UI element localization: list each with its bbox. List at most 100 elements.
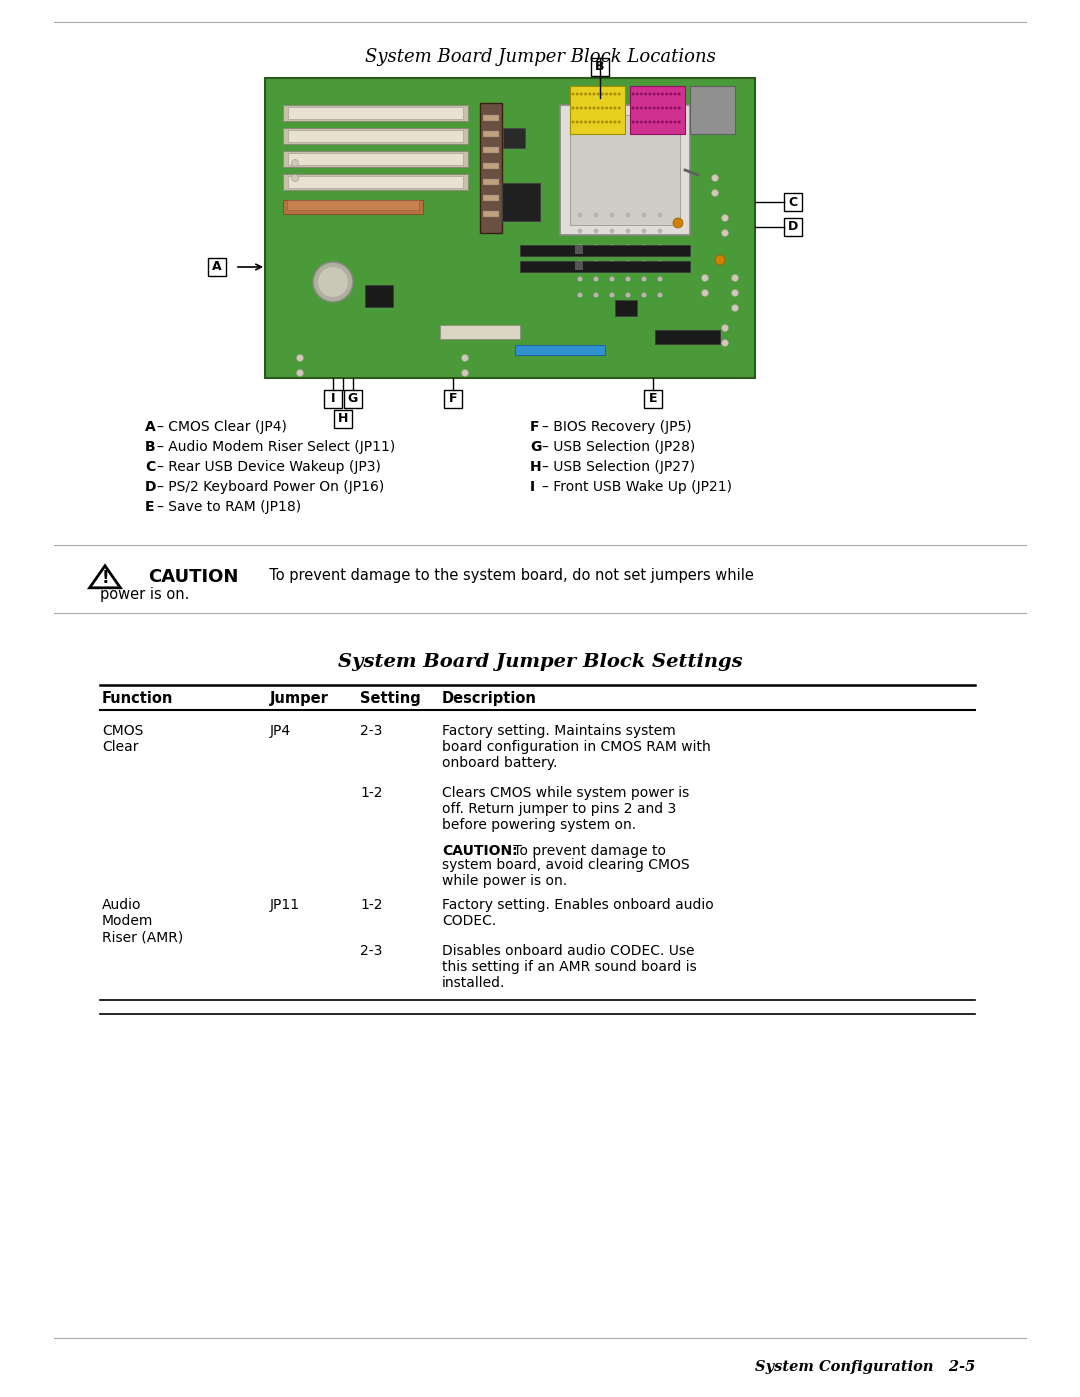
- Text: Audio
Modem
Riser (AMR): Audio Modem Riser (AMR): [102, 898, 184, 944]
- FancyBboxPatch shape: [324, 390, 342, 408]
- Circle shape: [578, 229, 582, 233]
- Text: D: D: [145, 481, 157, 495]
- Bar: [515, 345, 605, 355]
- Circle shape: [670, 120, 672, 123]
- Circle shape: [670, 92, 672, 95]
- Circle shape: [712, 175, 718, 182]
- Bar: [570, 87, 625, 134]
- Text: – Save to RAM (JP18): – Save to RAM (JP18): [157, 500, 301, 514]
- Bar: [615, 300, 637, 316]
- Circle shape: [658, 229, 662, 233]
- Circle shape: [597, 120, 599, 123]
- Text: I: I: [330, 393, 335, 405]
- Bar: [287, 200, 419, 210]
- Circle shape: [318, 267, 348, 298]
- Circle shape: [297, 355, 303, 362]
- Text: Clears CMOS while system power is
off. Return jumper to pins 2 and 3
before powe: Clears CMOS while system power is off. R…: [442, 787, 689, 833]
- Bar: [283, 200, 423, 214]
- Circle shape: [571, 120, 575, 123]
- Circle shape: [661, 120, 664, 123]
- Circle shape: [642, 212, 647, 218]
- FancyBboxPatch shape: [784, 218, 802, 236]
- Circle shape: [571, 106, 575, 109]
- Text: – USB Selection (JP27): – USB Selection (JP27): [542, 460, 696, 474]
- Circle shape: [642, 244, 647, 250]
- Bar: [483, 131, 499, 137]
- Circle shape: [648, 92, 651, 95]
- Text: System Board Jumper Block Settings: System Board Jumper Block Settings: [338, 652, 742, 671]
- Text: 2-3: 2-3: [360, 944, 382, 958]
- Bar: [288, 154, 463, 165]
- Text: Setting: Setting: [360, 692, 421, 705]
- Circle shape: [609, 277, 615, 282]
- Bar: [283, 129, 468, 144]
- Bar: [483, 115, 499, 122]
- Circle shape: [644, 92, 647, 95]
- Circle shape: [594, 260, 598, 265]
- Circle shape: [580, 92, 583, 95]
- Bar: [288, 176, 463, 189]
- Circle shape: [609, 212, 615, 218]
- Bar: [283, 105, 468, 122]
- Text: – Rear USB Device Wakeup (JP3): – Rear USB Device Wakeup (JP3): [157, 460, 381, 474]
- FancyBboxPatch shape: [591, 59, 609, 75]
- FancyBboxPatch shape: [345, 390, 362, 408]
- Bar: [288, 130, 463, 142]
- Text: A: A: [212, 260, 221, 274]
- Bar: [690, 87, 735, 134]
- Circle shape: [632, 106, 635, 109]
- Circle shape: [642, 229, 647, 233]
- Circle shape: [715, 256, 725, 265]
- Circle shape: [576, 120, 579, 123]
- Circle shape: [625, 229, 631, 233]
- Circle shape: [594, 244, 598, 250]
- Text: B: B: [595, 60, 605, 74]
- Bar: [283, 151, 468, 168]
- Bar: [519, 244, 690, 256]
- Bar: [503, 129, 525, 148]
- Bar: [519, 261, 690, 272]
- Circle shape: [589, 106, 592, 109]
- Text: JP4: JP4: [270, 724, 292, 738]
- Circle shape: [576, 106, 579, 109]
- Circle shape: [594, 277, 598, 282]
- Circle shape: [609, 229, 615, 233]
- Circle shape: [642, 292, 647, 298]
- Circle shape: [648, 106, 651, 109]
- Bar: [480, 103, 502, 233]
- Circle shape: [673, 218, 683, 228]
- Circle shape: [702, 274, 708, 282]
- Circle shape: [578, 244, 582, 250]
- Text: Jumper: Jumper: [270, 692, 329, 705]
- Bar: [561, 105, 690, 235]
- Circle shape: [712, 190, 718, 197]
- Circle shape: [721, 339, 729, 346]
- Circle shape: [652, 92, 656, 95]
- Bar: [575, 261, 583, 270]
- Circle shape: [578, 277, 582, 282]
- Bar: [502, 183, 540, 221]
- Circle shape: [731, 289, 739, 296]
- Circle shape: [644, 106, 647, 109]
- FancyBboxPatch shape: [334, 409, 352, 427]
- Bar: [265, 78, 755, 379]
- Circle shape: [674, 120, 676, 123]
- Circle shape: [613, 92, 617, 95]
- Circle shape: [642, 260, 647, 265]
- Circle shape: [731, 274, 739, 282]
- Text: CAUTION: CAUTION: [148, 569, 239, 585]
- Circle shape: [578, 212, 582, 218]
- Circle shape: [658, 212, 662, 218]
- FancyBboxPatch shape: [784, 193, 802, 211]
- Circle shape: [678, 92, 680, 95]
- FancyBboxPatch shape: [444, 390, 462, 408]
- Circle shape: [721, 324, 729, 331]
- Circle shape: [657, 120, 660, 123]
- Text: C: C: [145, 460, 156, 474]
- Circle shape: [665, 120, 669, 123]
- Text: !: !: [102, 569, 109, 587]
- Circle shape: [609, 244, 615, 250]
- Text: – Front USB Wake Up (JP21): – Front USB Wake Up (JP21): [542, 481, 732, 495]
- Circle shape: [613, 106, 617, 109]
- Circle shape: [657, 106, 660, 109]
